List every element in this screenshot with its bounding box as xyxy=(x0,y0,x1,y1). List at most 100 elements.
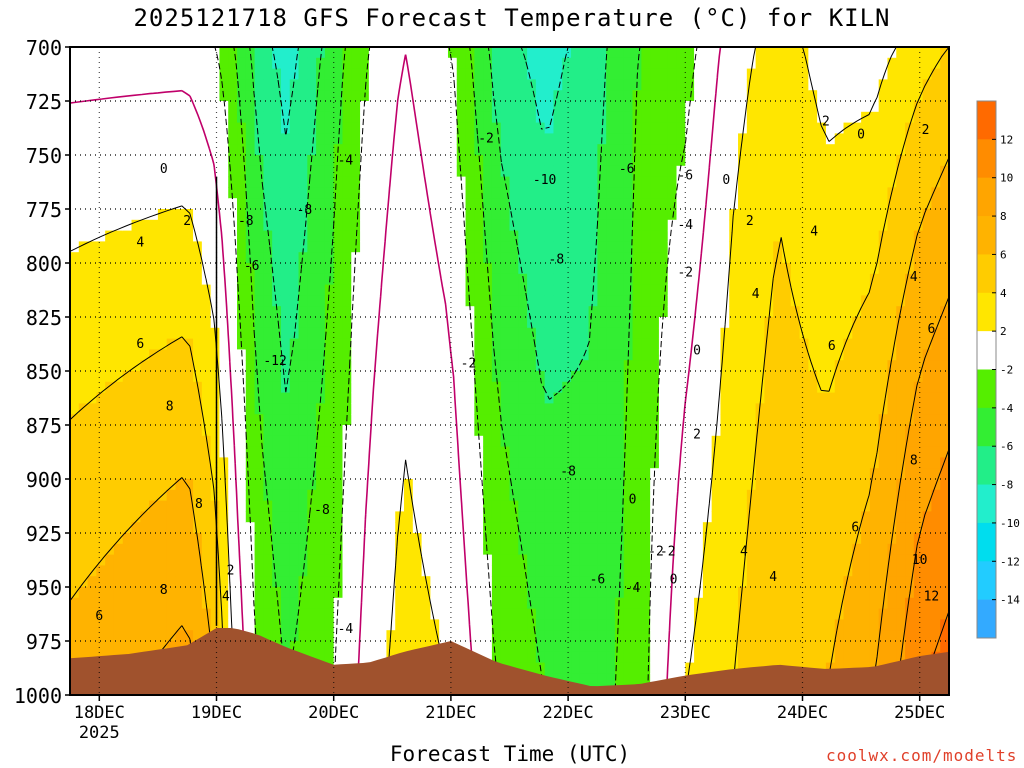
field-cell xyxy=(667,198,678,210)
field-cell xyxy=(272,219,282,232)
field-cell xyxy=(588,47,598,59)
field-cell xyxy=(184,597,194,610)
field-cell xyxy=(755,587,766,599)
field-cell xyxy=(571,198,581,210)
field-cell xyxy=(773,360,783,372)
field-cell xyxy=(210,403,221,415)
field-cell xyxy=(658,176,669,188)
field-cell xyxy=(166,187,177,199)
field-cell xyxy=(729,425,739,437)
field-cell xyxy=(184,608,194,620)
field-cell xyxy=(588,565,598,577)
field-cell xyxy=(447,133,458,145)
field-cell xyxy=(527,144,537,156)
field-cell xyxy=(509,111,519,124)
field-cell xyxy=(579,630,590,642)
field-cell xyxy=(395,392,405,404)
field-cell xyxy=(764,403,774,415)
field-cell xyxy=(228,155,238,167)
field-cell xyxy=(773,198,783,210)
field-cell xyxy=(263,219,273,232)
field-cell xyxy=(588,673,598,685)
field-cell xyxy=(641,554,651,566)
field-cell xyxy=(386,576,396,588)
field-cell xyxy=(245,122,256,134)
field-cell xyxy=(316,47,326,59)
field-cell xyxy=(324,111,335,124)
field-cell xyxy=(491,630,502,642)
field-cell xyxy=(219,144,229,156)
field-cell xyxy=(509,533,519,545)
field-cell xyxy=(272,47,282,59)
field-cell xyxy=(184,241,194,253)
field-cell xyxy=(201,198,212,210)
field-cell xyxy=(193,619,203,631)
field-cell xyxy=(439,597,449,610)
field-cell xyxy=(219,327,229,340)
field-cell xyxy=(166,209,177,221)
field-cell xyxy=(509,155,519,167)
field-cell xyxy=(799,187,809,199)
field-cell xyxy=(386,230,396,242)
field-cell xyxy=(386,597,396,610)
field-cell xyxy=(781,619,792,631)
field-cell xyxy=(685,641,695,653)
field-cell xyxy=(70,641,80,653)
field-cell xyxy=(404,597,414,610)
field-cell xyxy=(333,219,344,232)
field-cell xyxy=(324,122,335,134)
field-cell xyxy=(333,79,344,91)
field-cell xyxy=(527,479,537,491)
field-cell xyxy=(360,252,370,264)
field-cell xyxy=(404,198,414,210)
field-cell xyxy=(483,252,493,264)
field-cell xyxy=(210,522,221,534)
field-cell xyxy=(157,90,168,102)
field-cell xyxy=(219,500,229,512)
field-cell xyxy=(149,446,159,458)
field-cell xyxy=(404,317,414,329)
field-cell xyxy=(641,576,651,588)
field-cell xyxy=(105,122,115,134)
field-cell xyxy=(298,101,308,113)
field-cell xyxy=(483,565,493,577)
field-cell xyxy=(404,230,414,242)
field-cell xyxy=(307,381,317,394)
field-cell xyxy=(694,122,704,134)
field-cell xyxy=(113,252,124,264)
field-cell xyxy=(412,317,423,329)
field-cell xyxy=(263,252,273,264)
field-cell xyxy=(307,209,317,221)
field-cell xyxy=(333,284,344,296)
field-cell xyxy=(597,662,607,674)
field-cell xyxy=(746,57,757,70)
field-cell xyxy=(694,101,704,113)
field-cell xyxy=(764,414,774,426)
field-cell xyxy=(773,263,783,275)
field-cell xyxy=(96,479,106,491)
field-cell xyxy=(667,90,678,102)
field-cell xyxy=(237,295,247,307)
field-cell xyxy=(588,662,598,674)
field-cell xyxy=(219,317,229,329)
field-cell xyxy=(342,273,352,286)
field-cell xyxy=(509,414,519,426)
field-cell xyxy=(755,554,766,566)
field-cell xyxy=(360,371,370,383)
field-cell xyxy=(781,608,792,620)
field-cell xyxy=(149,306,159,318)
field-cell xyxy=(298,133,308,145)
field-cell xyxy=(272,554,282,566)
field-cell xyxy=(509,79,519,91)
field-cell xyxy=(491,306,502,318)
field-cell xyxy=(140,219,150,232)
field-cell xyxy=(474,565,484,577)
field-cell xyxy=(377,111,388,124)
field-cell xyxy=(544,651,555,664)
field-cell xyxy=(245,57,256,70)
field-cell xyxy=(597,68,607,80)
field-cell xyxy=(184,630,194,642)
field-cell xyxy=(333,209,344,221)
field-cell xyxy=(280,47,291,59)
field-cell xyxy=(500,511,511,523)
